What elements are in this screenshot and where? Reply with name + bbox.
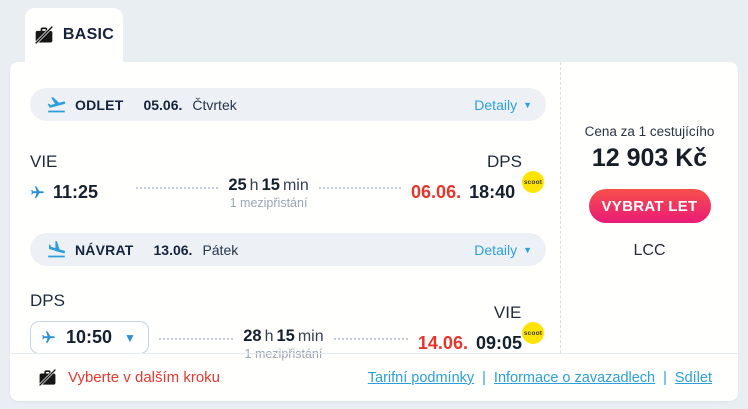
leg-type-label: NÁVRAT [75,241,134,258]
flight-offer-card: ODLET 05.06. Čtvrtek Detaily ▼ VIE [10,62,738,401]
plane-icon [41,330,56,345]
chevron-down-icon: ▼ [124,330,136,345]
select-flight-button[interactable]: VYBRAT LET [588,189,711,223]
leg-date: 13.06. [153,241,193,258]
return-flight-row: DPS 10:50 ▼ 28 h 15 min [30,276,546,361]
price-value: 12 903 Kč [591,144,708,172]
route-dotted-line [158,338,234,340]
leg-day: Pátek [202,241,239,258]
footer-links: Tarifní podmínky | Informace o zavazadle… [368,370,712,386]
leg-type-label: ODLET [75,96,124,113]
link-separator: | [663,369,667,386]
baggage-note-text: Vyberte v dalším kroku [68,369,220,386]
origin-code: VIE [30,152,58,171]
baggage-not-included-icon [38,368,57,387]
outbound-details-toggle[interactable]: Detaily ▼ [474,97,532,113]
stopover-note: 1 mezipřistání [229,196,308,210]
route-dotted-line [136,187,219,189]
scoot-airline-logo: scoot [522,322,544,344]
route-dotted-line [333,338,408,340]
flight-takeoff-icon [46,94,67,115]
flight-landing-icon [46,239,67,260]
destination-code: VIE [493,303,522,322]
leg-day: Čtvrtek [192,96,237,113]
details-label: Detaily [474,241,518,258]
baggage-not-included-icon [34,25,54,45]
tab-basic-label: BASIC [62,26,115,43]
baggage-info-link[interactable]: Informace o zavazadlech [493,369,656,386]
departure-time-dropdown[interactable]: 10:50 ▼ [30,321,149,354]
tab-basic[interactable]: BASIC [25,8,123,62]
details-label: Detaily [474,96,518,113]
airline-logo-wrap: scoot [522,171,544,193]
card-footer: Vyberte v dalším kroku Tarifní podmínky … [10,353,738,401]
destination-code: DPS [487,152,522,171]
return-details-toggle[interactable]: Detaily ▼ [474,242,532,258]
chevron-down-icon: ▼ [523,99,532,110]
flight-duration: 28 h 15 min [243,327,324,345]
fare-conditions-link[interactable]: Tarifní podmínky [367,369,475,386]
chevron-down-icon: ▼ [523,244,532,255]
return-header: NÁVRAT 13.06. Pátek Detaily ▼ [30,233,546,266]
link-separator: | [482,369,486,386]
airline-logo-wrap: scoot [522,322,544,344]
outbound-header: ODLET 05.06. Čtvrtek Detaily ▼ [30,88,546,121]
departure-time: 10:50 [66,327,113,347]
route-dotted-line [318,187,402,189]
scoot-airline-logo: scoot [522,171,544,193]
origin-code: DPS [30,291,65,310]
arrival-date: 14.06. [417,333,468,353]
baggage-note: Vyberte v dalším kroku [38,368,220,387]
departure-time: 11:25 [53,182,99,202]
outbound-flight-row: VIE 11:25 25 h 15 min 1 mezipři [30,131,546,210]
plane-icon [30,185,45,200]
carrier-type-label: LCC [633,242,666,259]
arrival-date: 06.06. [411,182,462,202]
arrival-time: 18:40 [469,182,516,202]
stopover-note: 1 mezipřistání [244,347,323,361]
flight-duration: 25 h 15 min [228,176,309,194]
share-link[interactable]: Sdílet [674,369,712,386]
leg-date: 05.06. [143,96,183,113]
price-sidebar: Cena za 1 cestujícího 12 903 Kč VYBRAT L… [560,62,738,353]
arrival-time: 09:05 [475,333,522,353]
price-label: Cena za 1 cestujícího [584,124,715,139]
